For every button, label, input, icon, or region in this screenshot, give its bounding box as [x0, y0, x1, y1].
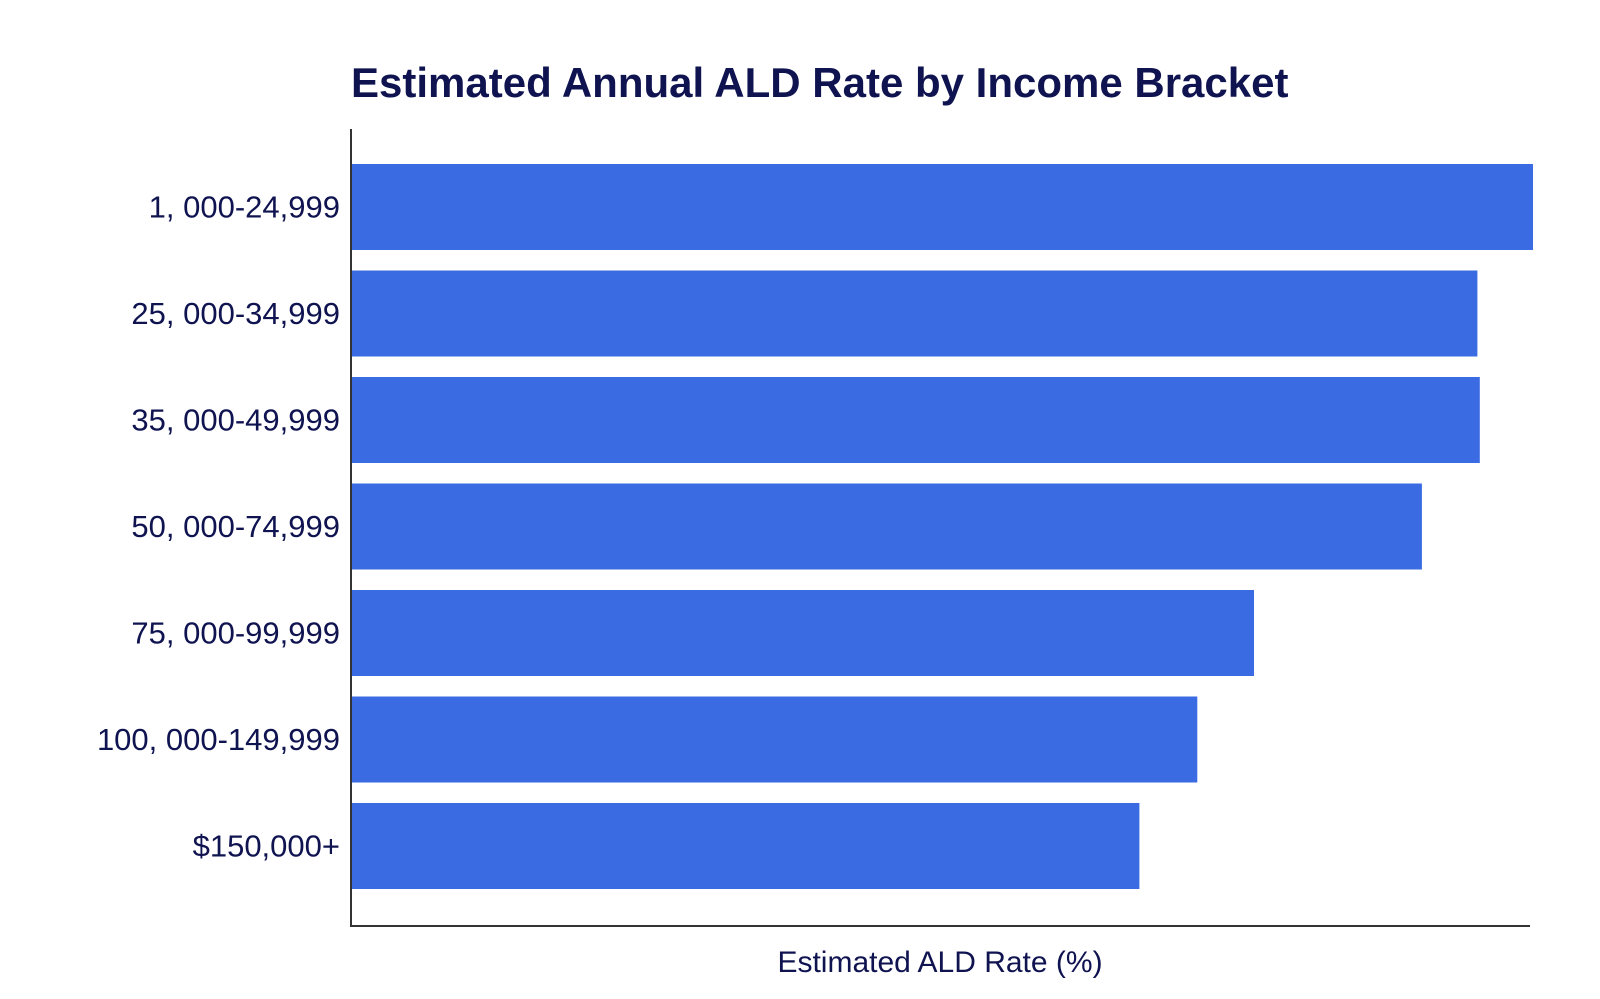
y-tick-label: 50, 000-74,999 [131, 509, 340, 544]
bar-4 [351, 590, 1254, 676]
y-tick-label: 100, 000-149,999 [97, 722, 340, 757]
bar-1 [351, 270, 1478, 357]
bar-0 [351, 164, 1533, 250]
bar-2 [351, 377, 1480, 463]
y-tick-label: 25, 000-34,999 [131, 296, 340, 331]
y-tick-label: 35, 000-49,999 [131, 403, 340, 438]
y-tick-label: 75, 000-99,999 [131, 616, 340, 651]
x-axis-label: Estimated ALD Rate (%) [777, 946, 1102, 979]
y-tick-label: 1, 000-24,999 [149, 190, 340, 225]
y-tick-label: $150,000+ [193, 829, 340, 864]
bars-layer [351, 164, 1533, 889]
y-tick-labels: 1, 000-24,999 25, 000-34,999 35, 000-49,99… [97, 190, 340, 864]
bar-6 [351, 803, 1140, 889]
bar-3 [351, 483, 1422, 570]
bar-5 [351, 696, 1198, 783]
chart-title: Estimated Annual ALD Rate by Income Brac… [351, 59, 1288, 106]
